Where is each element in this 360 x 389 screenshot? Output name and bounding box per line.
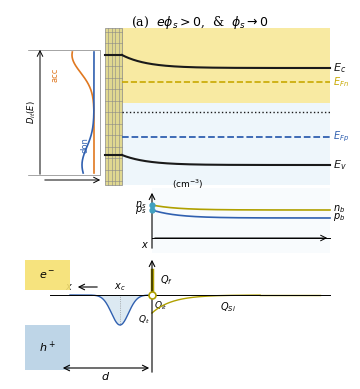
Text: $n_s$: $n_s$ xyxy=(135,199,147,211)
Bar xyxy=(122,103,330,185)
Bar xyxy=(25,260,70,290)
Text: $x$: $x$ xyxy=(141,240,149,250)
Text: $Q_f$: $Q_f$ xyxy=(160,273,173,287)
Text: (cm$^{-3}$): (cm$^{-3}$) xyxy=(172,178,204,191)
Text: (a)  $e\phi_s > 0$,  &  $\phi_s \rightarrow 0$: (a) $e\phi_s > 0$, & $\phi_s \rightarrow… xyxy=(131,14,269,31)
Text: $h^+$: $h^+$ xyxy=(39,339,55,355)
Text: $E_c$: $E_c$ xyxy=(333,61,346,75)
Text: $Q_{it}$: $Q_{it}$ xyxy=(154,300,167,312)
Text: acc: acc xyxy=(50,68,59,82)
Bar xyxy=(122,28,330,103)
Text: $Q_t$: $Q_t$ xyxy=(138,313,150,326)
Text: $p_b$: $p_b$ xyxy=(333,211,345,223)
Text: $E_{Fn}$: $E_{Fn}$ xyxy=(333,75,349,89)
Text: don: don xyxy=(81,137,90,153)
Text: $E_v$: $E_v$ xyxy=(333,158,347,172)
Text: $D_{it}(E)$: $D_{it}(E)$ xyxy=(26,101,38,124)
Text: $x_c$: $x_c$ xyxy=(114,281,126,293)
Text: $E_{Fp}$: $E_{Fp}$ xyxy=(333,130,349,144)
Text: $x$: $x$ xyxy=(65,282,73,292)
Text: $p_s$: $p_s$ xyxy=(135,204,147,216)
Bar xyxy=(105,28,122,185)
Text: $e^-$: $e^-$ xyxy=(39,270,55,280)
Text: $d$: $d$ xyxy=(102,370,111,382)
Bar xyxy=(25,325,70,370)
Text: $n_b$: $n_b$ xyxy=(333,203,345,215)
Bar xyxy=(152,188,330,253)
Text: $Q_{Si}$: $Q_{Si}$ xyxy=(220,300,236,314)
